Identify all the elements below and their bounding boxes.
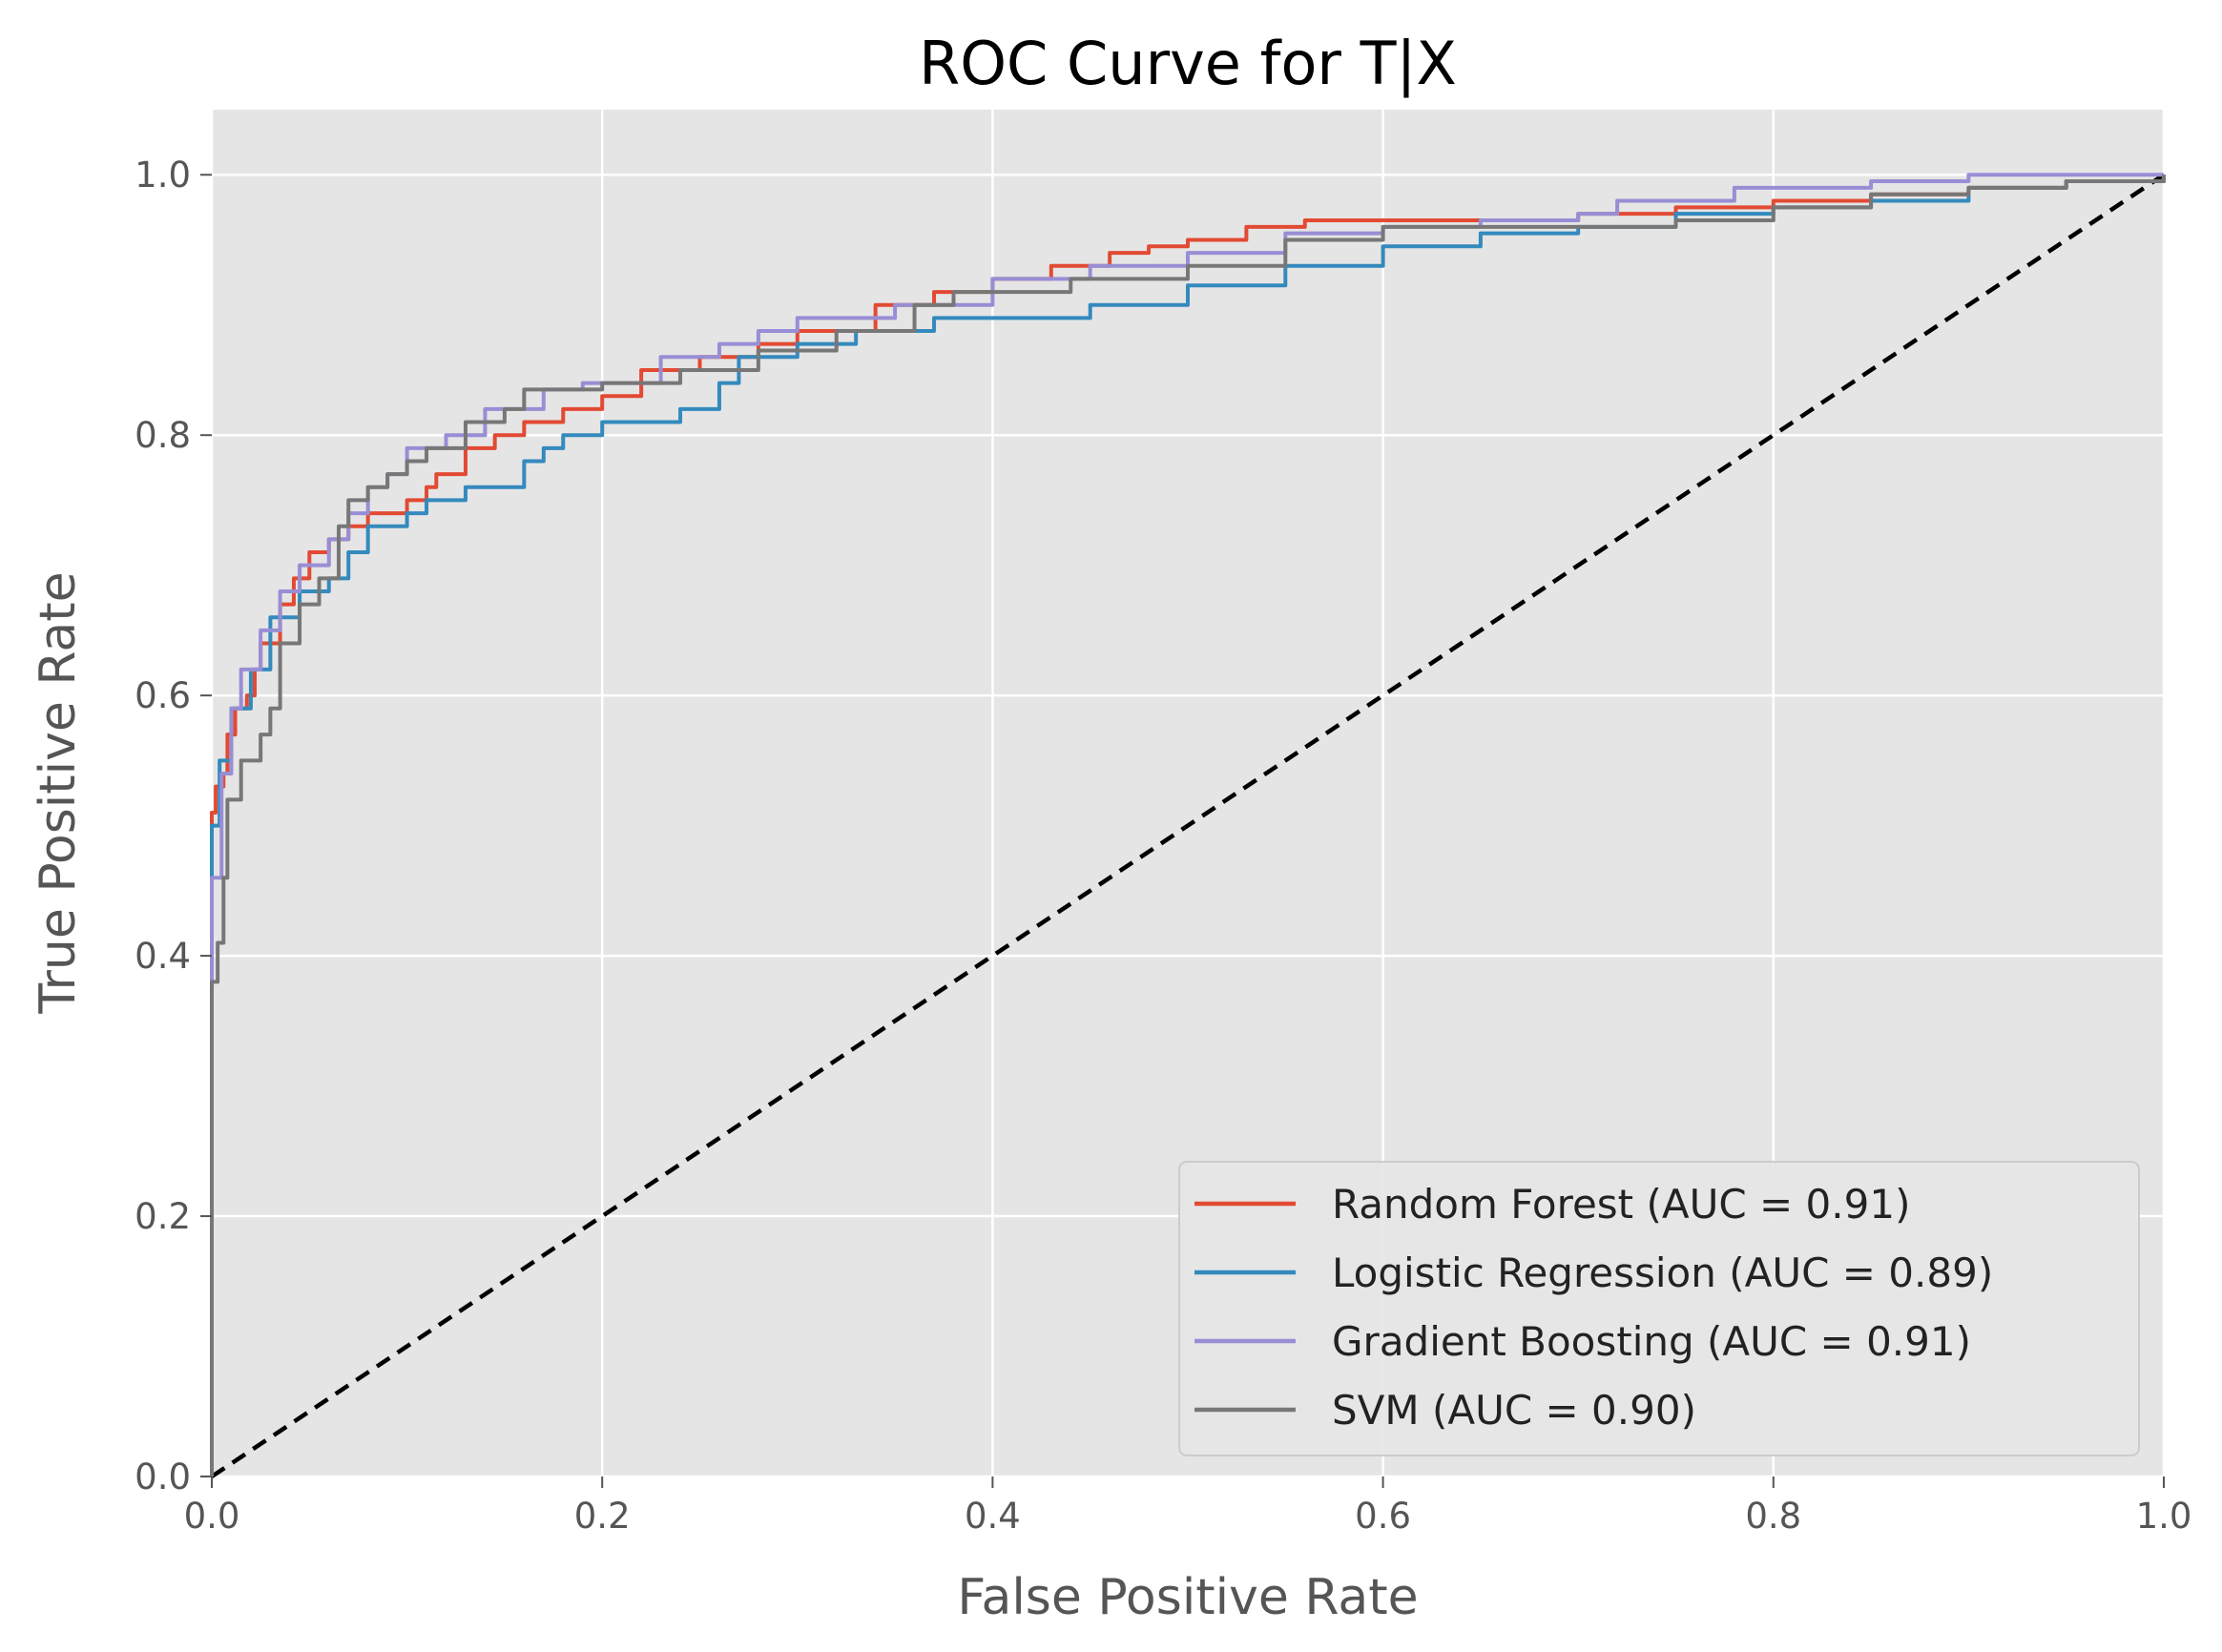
x-tick-label-2: 0.4 — [965, 1496, 1021, 1537]
legend-label-1: Logistic Regression (AUC = 0.89) — [1332, 1249, 1993, 1296]
y-tick-label-4: 0.8 — [135, 415, 191, 456]
reference-line-group — [210, 173, 2166, 1478]
y-tick-label-5: 1.0 — [135, 155, 191, 196]
legend: Random Forest (AUC = 0.91) Logistic Regre… — [1178, 1161, 2140, 1456]
x-tick-label-1: 0.2 — [574, 1496, 631, 1537]
y-tick-label-0: 0.0 — [135, 1456, 191, 1497]
x-axis-ticks: 0.0 0.2 0.4 0.6 0.8 1.0 — [184, 1476, 2192, 1537]
x-axis-title: False Positive Rate — [957, 1569, 1418, 1626]
grid-lines — [210, 110, 2166, 1478]
x-tick-label-4: 0.8 — [1745, 1496, 1801, 1537]
series-lines — [210, 173, 2166, 1476]
legend-label-0: Random Forest (AUC = 0.91) — [1332, 1181, 1910, 1228]
y-axis-ticks: 0.0 0.2 0.4 0.6 0.8 1.0 — [135, 155, 212, 1497]
y-tick-label-3: 0.6 — [135, 675, 191, 716]
legend-box — [1178, 1161, 2140, 1456]
y-tick-label-2: 0.4 — [135, 936, 191, 977]
x-tick-label-0: 0.0 — [184, 1496, 240, 1537]
reference-diagonal-line — [210, 173, 2166, 1478]
x-tick-label-3: 0.6 — [1355, 1496, 1411, 1537]
legend-label-2: Gradient Boosting (AUC = 0.91) — [1332, 1318, 1971, 1365]
legend-label-3: SVM (AUC = 0.90) — [1332, 1387, 1696, 1434]
series-line-3 — [210, 175, 2166, 1476]
x-tick-label-5: 1.0 — [2136, 1496, 2192, 1537]
y-axis-title: True Positive Rate — [30, 571, 87, 1014]
chart-title: ROC Curve for T|X — [919, 29, 1457, 99]
y-tick-label-1: 0.2 — [135, 1196, 191, 1237]
